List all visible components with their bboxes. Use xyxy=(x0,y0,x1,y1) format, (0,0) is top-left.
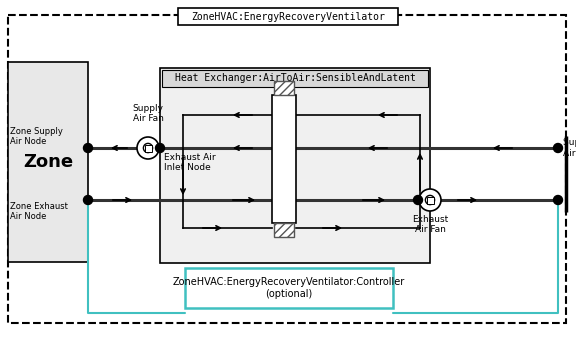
Bar xyxy=(145,145,151,151)
Circle shape xyxy=(426,195,435,205)
Text: Supply
Air Fan: Supply Air Fan xyxy=(132,103,164,123)
Text: Zone: Zone xyxy=(23,153,73,171)
Bar xyxy=(272,95,296,223)
Circle shape xyxy=(414,195,423,205)
Circle shape xyxy=(137,137,159,159)
Circle shape xyxy=(554,144,563,152)
Bar xyxy=(8,62,88,262)
Bar xyxy=(185,268,393,308)
Circle shape xyxy=(143,143,153,153)
Circle shape xyxy=(554,195,563,205)
Text: Exhaust
Air Fan: Exhaust Air Fan xyxy=(412,215,448,234)
Bar xyxy=(274,81,294,95)
Bar xyxy=(160,68,430,263)
Text: Exhaust Air
Inlet Node: Exhaust Air Inlet Node xyxy=(164,153,215,172)
Bar xyxy=(162,70,428,87)
Text: Heat Exchanger:AirToAir:SensibleAndLatent: Heat Exchanger:AirToAir:SensibleAndLaten… xyxy=(175,73,415,83)
Bar xyxy=(178,8,398,25)
Circle shape xyxy=(156,144,165,152)
Circle shape xyxy=(84,195,93,205)
Bar xyxy=(426,196,434,203)
Text: ZoneHVAC:EnergyRecoveryVentilator: ZoneHVAC:EnergyRecoveryVentilator xyxy=(191,12,385,21)
Text: ZoneHVAC:EnergyRecoveryVentilator:Controller
(optional): ZoneHVAC:EnergyRecoveryVentilator:Contro… xyxy=(173,277,405,299)
Text: Zone Supply
Air Node: Zone Supply Air Node xyxy=(10,127,63,146)
Text: Zone Exhaust
Air Node: Zone Exhaust Air Node xyxy=(10,202,68,221)
Circle shape xyxy=(84,144,93,152)
Text: Supply (Outside)
Air Inlet Node: Supply (Outside) Air Inlet Node xyxy=(563,138,576,158)
Bar xyxy=(274,223,294,237)
Circle shape xyxy=(419,189,441,211)
